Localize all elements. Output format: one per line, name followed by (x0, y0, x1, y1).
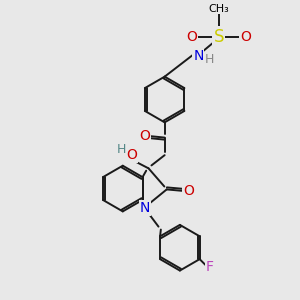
Text: F: F (206, 260, 214, 274)
Text: O: O (186, 29, 197, 44)
Text: O: O (240, 29, 251, 44)
Text: N: N (193, 49, 203, 63)
Text: O: O (183, 184, 194, 198)
Text: O: O (139, 129, 150, 143)
Text: H: H (205, 52, 214, 66)
Text: H: H (116, 143, 126, 156)
Text: N: N (140, 202, 150, 215)
Text: CH₃: CH₃ (208, 4, 229, 14)
Text: S: S (214, 28, 224, 46)
Text: O: O (126, 148, 137, 162)
